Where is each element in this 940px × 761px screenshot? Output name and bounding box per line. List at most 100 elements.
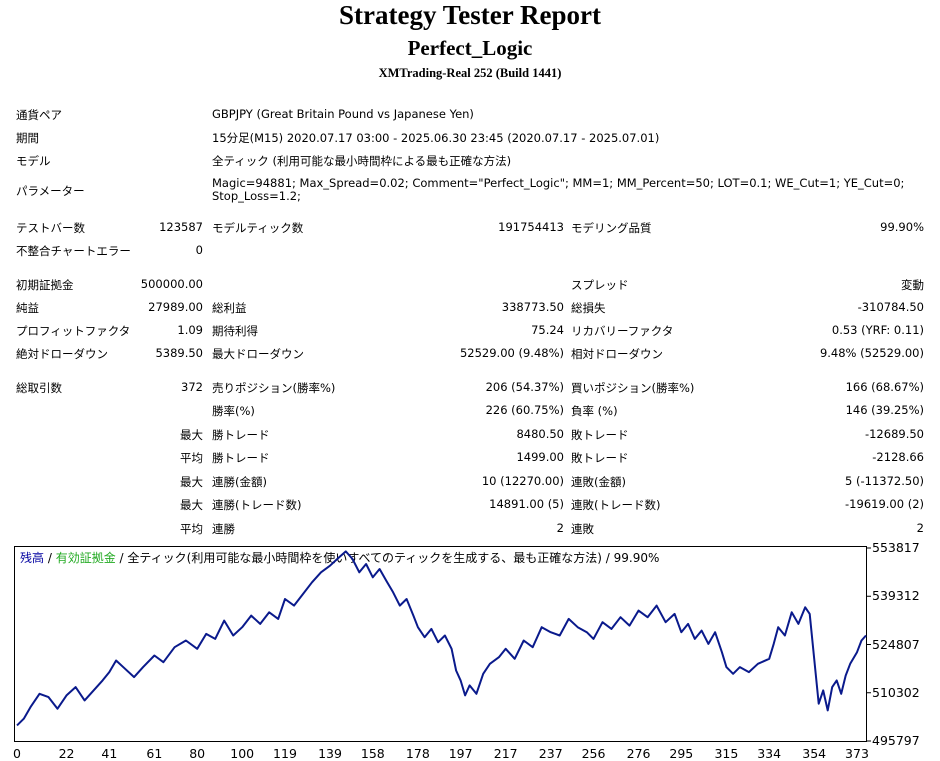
- long-label: 買いポジション(勝率%): [571, 381, 695, 395]
- period-value: 15分足(M15) 2020.07.17 03:00 - 2025.06.30 …: [212, 131, 660, 145]
- row-dd: 絶対ドローダウン 5389.50 最大ドローダウン 52529.00 (9.48…: [14, 343, 930, 363]
- expert-name: Perfect_Logic: [407, 36, 533, 60]
- legend-balance: 残高: [20, 551, 45, 565]
- y-tick-label: 495797: [872, 733, 920, 748]
- expected-value: 75.24: [531, 323, 564, 337]
- x-tick-label: 237: [538, 746, 563, 761]
- report-title: Strategy Tester Report: [339, 0, 601, 30]
- max-cons-win-label: 連勝(金額): [212, 475, 267, 489]
- x-tick-label: 178: [405, 746, 430, 761]
- x-tick-label: 41: [101, 746, 118, 761]
- x-tick-label: 217: [493, 746, 518, 761]
- y-tick-label: 539312: [872, 588, 920, 604]
- avg-loss-value: -2128.66: [872, 450, 924, 464]
- loss-rate-value: 146 (39.25%): [845, 403, 924, 417]
- x-tick-label: 276: [626, 746, 651, 761]
- errors-label: 不整合チャートエラー: [16, 244, 131, 258]
- max-cons-loss-value: 5 (-11372.50): [845, 474, 924, 488]
- win-rate-label: 勝率(%): [212, 404, 255, 418]
- legend-equity: 有効証拠金: [55, 551, 116, 565]
- period-label: 期間: [16, 131, 39, 145]
- win-rate-value: 226 (60.75%): [485, 403, 564, 417]
- max-dd-label: 最大ドローダウン: [212, 347, 304, 361]
- net-value: 27989.00: [148, 300, 203, 314]
- net-label: 純益: [16, 301, 39, 315]
- bars-label: テストバー数: [16, 221, 85, 235]
- params-line1: Magic=94881; Max_Spread=0.02; Comment="P…: [212, 176, 905, 190]
- trades-value: 372: [181, 380, 203, 394]
- max-win-value: 8480.50: [516, 427, 564, 441]
- x-tick-label: 0: [13, 746, 21, 761]
- x-tick-label: 158: [360, 746, 385, 761]
- gross-profit-label: 総利益: [212, 301, 247, 315]
- params-line2: Stop_Loss=1.2;: [212, 189, 301, 203]
- x-tick-label: 373: [845, 746, 869, 761]
- max-win-label: 勝トレード: [212, 428, 270, 442]
- max-dd-value: 52529.00 (9.48%): [459, 346, 564, 360]
- row-max-cons: 最大 連勝(金額) 10 (12270.00) 連敗(金額) 5 (-11372…: [14, 471, 930, 491]
- legend-rest: 全ティック(利用可能な最小時間枠を使いすべてのティックを生成する、最も正確な方法…: [127, 551, 660, 565]
- row-avg-trade: 平均 勝トレード 1499.00 敗トレード -2128.66: [14, 447, 930, 467]
- deposit-label: 初期証拠金: [16, 278, 74, 292]
- row-trades: 総取引数 372 売りポジション(勝率%) 206 (54.37%) 買いポジシ…: [14, 377, 930, 397]
- avg-loss-label: 敗トレード: [571, 451, 629, 465]
- x-tick-label: 256: [581, 746, 606, 761]
- row-winrate: 勝率(%) 226 (60.75%) 負率 (%) 146 (39.25%): [14, 400, 930, 420]
- recovery-label: リカバリーファクタ: [571, 324, 674, 338]
- quality-label: モデリング品質: [571, 221, 652, 235]
- abs-dd-value: 5389.50: [155, 346, 203, 360]
- max-loss-label: 敗トレード: [571, 428, 629, 442]
- deposit-value: 500000.00: [140, 277, 203, 291]
- max-cons-lossamt-value: -19619.00 (2): [845, 497, 924, 511]
- row-avg-cons: 平均 連勝 2 連敗 2: [14, 518, 930, 538]
- row-net: 純益 27989.00 総利益 338773.50 総損失 -310784.50: [14, 297, 930, 317]
- max-qualifier: 最大: [180, 428, 203, 442]
- gross-profit-value: 338773.50: [501, 300, 564, 314]
- x-tick-label: 80: [189, 746, 206, 761]
- gross-loss-value: -310784.50: [857, 300, 924, 314]
- balance-line: [16, 550, 867, 727]
- avg-cons-loss-value: 2: [916, 521, 924, 535]
- pf-value: 1.09: [177, 323, 203, 337]
- ticks-label: モデルティック数: [212, 221, 304, 235]
- max-cons-lossamt-label: 連敗(トレード数): [571, 498, 661, 512]
- row-bars: テストバー数 123587 モデルティック数 191754413 モデリング品質…: [14, 217, 930, 237]
- row-period: 期間 15分足(M15) 2020.07.17 03:00 - 2025.06.…: [14, 127, 930, 147]
- avg-cons-loss-label: 連敗: [571, 522, 594, 536]
- x-tick-label: 100: [230, 746, 255, 761]
- avg-win-value: 1499.00: [516, 450, 564, 464]
- long-value: 166 (68.67%): [845, 380, 924, 394]
- spread-label: スプレッド: [571, 278, 629, 292]
- y-tick-label: 510302: [872, 684, 920, 700]
- row-pf: プロフィットファクタ 1.09 期待利得 75.24 リカバリーファクタ 0.5…: [14, 320, 930, 340]
- server-info: XMTrading-Real 252 (Build 1441): [378, 66, 562, 80]
- pair-label: 通貨ペア: [16, 108, 62, 122]
- model-label: モデル: [16, 154, 51, 168]
- row-deposit: 初期証拠金 500000.00 スプレッド 変動: [14, 274, 930, 294]
- x-tick-label: 61: [146, 746, 163, 761]
- legend-sep-2: /: [115, 551, 128, 565]
- x-tick-label: 295: [669, 746, 694, 761]
- balance-chart-frame: [14, 546, 867, 742]
- rel-dd-label: 相対ドローダウン: [571, 347, 663, 361]
- max-qualifier-3: 最大: [180, 498, 203, 512]
- x-tick-label: 354: [802, 746, 827, 761]
- max-loss-value: -12689.50: [864, 427, 924, 441]
- rel-dd-value: 9.48% (52529.00): [819, 346, 924, 360]
- avg-win-label: 勝トレード: [212, 451, 270, 465]
- max-cons-profit-value: 14891.00 (5): [489, 497, 564, 511]
- spread-value: 変動: [901, 278, 924, 292]
- avg-cons-win-value: 2: [556, 521, 564, 535]
- x-tick-label: 334: [757, 746, 782, 761]
- row-pair: 通貨ペア GBPJPY (Great Britain Pound vs Japa…: [14, 104, 930, 124]
- trades-label: 総取引数: [16, 381, 62, 395]
- pair-value: GBPJPY (Great Britain Pound vs Japanese …: [212, 107, 474, 121]
- x-tick-label: 22: [58, 746, 75, 761]
- max-cons-win-value: 10 (12270.00): [481, 474, 564, 488]
- bars-value: 123587: [159, 220, 203, 234]
- x-tick-label: 197: [448, 746, 473, 761]
- pf-label: プロフィットファクタ: [16, 324, 131, 338]
- errors-value: 0: [195, 243, 203, 257]
- row-max-trade: 最大 勝トレード 8480.50 敗トレード -12689.50: [14, 424, 930, 444]
